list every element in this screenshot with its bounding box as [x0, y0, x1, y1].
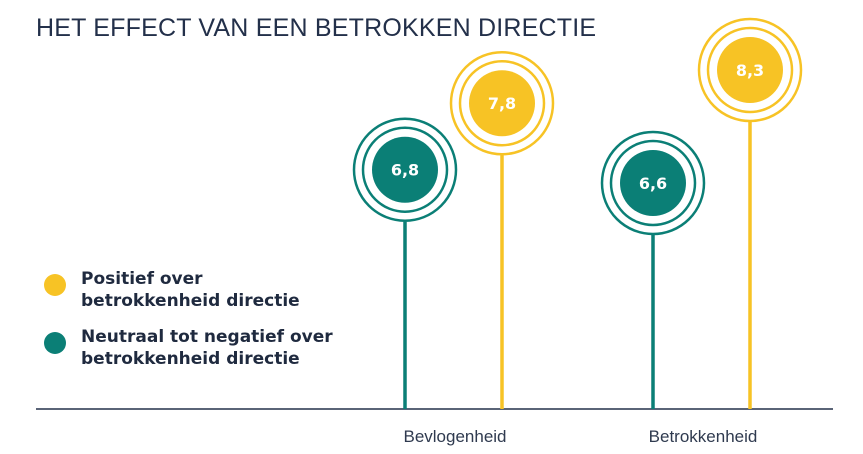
lollipop-inner-ring	[361, 126, 449, 213]
data-label: 8,3	[736, 61, 764, 80]
legend-label-neutraal: Neutraal tot negatief over betrokkenheid…	[81, 327, 333, 369]
legend-label-positief: Positief over betrokkenheid directie	[81, 269, 300, 311]
lollipop-dot	[469, 70, 535, 137]
data-label: 6,6	[639, 174, 667, 193]
chart-title: HET EFFECT VAN EEN BETROKKEN DIRECTIE	[36, 14, 597, 42]
lollipop-inner-ring	[609, 139, 697, 227]
legend-item-positief: Positief over betrokkenheid directie	[44, 268, 364, 312]
legend-dot-neutraal	[44, 332, 66, 354]
lollipop-outer-ring	[352, 117, 458, 222]
lollipop-outer-ring	[600, 130, 706, 236]
lollipop-dot	[620, 150, 686, 216]
legend: Positief over betrokkenheid directie Neu…	[44, 268, 364, 384]
lollipop-inner-ring	[706, 26, 794, 114]
category-label: Bevlogenheid	[403, 427, 506, 446]
lollipop-dot	[372, 136, 438, 203]
lollipop-inner-ring	[458, 59, 546, 147]
data-label: 6,8	[391, 161, 419, 180]
lollipop-dot	[717, 37, 783, 103]
legend-item-neutraal: Neutraal tot negatief over betrokkenheid…	[44, 326, 364, 370]
lollipop-outer-ring	[697, 17, 803, 123]
category-label: Betrokkenheid	[649, 427, 758, 446]
data-label: 7,8	[488, 94, 516, 113]
lollipop-outer-ring	[449, 50, 555, 156]
legend-dot-positief	[44, 274, 66, 296]
